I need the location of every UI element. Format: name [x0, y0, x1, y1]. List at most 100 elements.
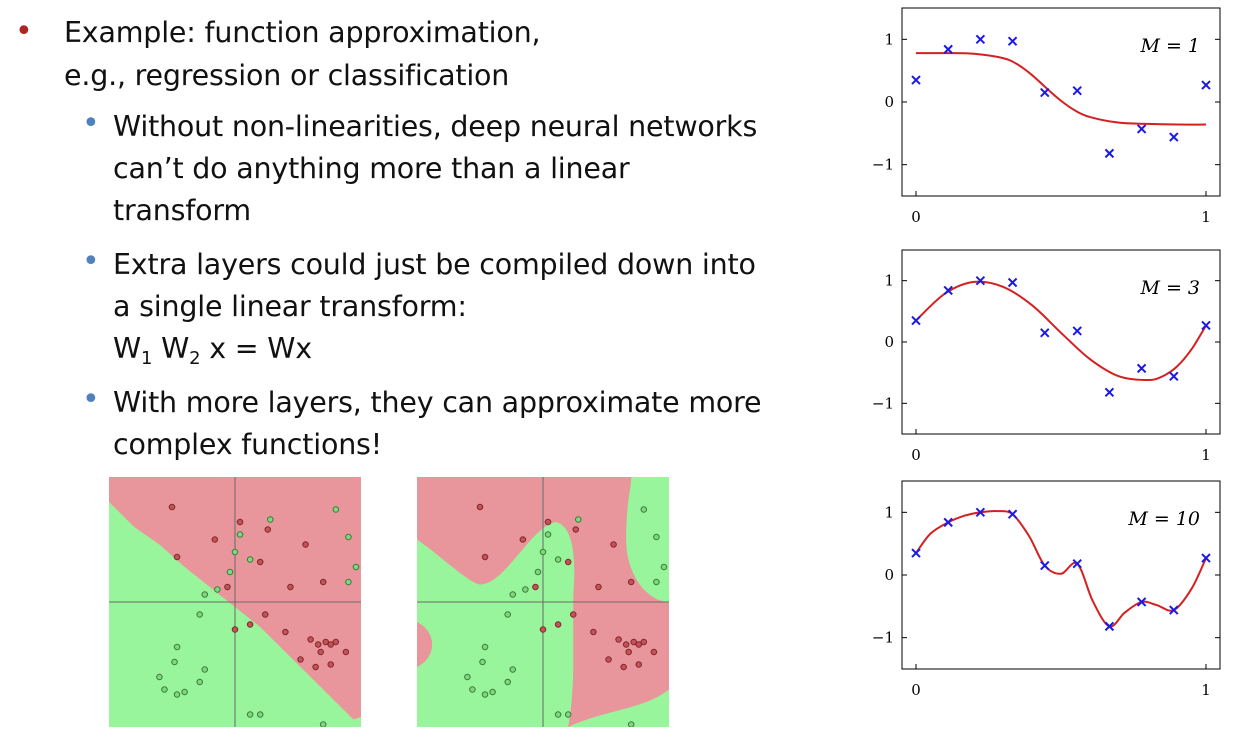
- data-point: [943, 517, 953, 528]
- red-point: [264, 526, 272, 533]
- text-line: Extra layers could just be compiled down…: [113, 248, 756, 281]
- green-point: [201, 591, 209, 598]
- x-tick-label: 1: [1201, 681, 1211, 699]
- data-point: [943, 44, 953, 55]
- green-point: [509, 591, 517, 598]
- text-line: e.g., regression or classification: [64, 59, 510, 92]
- green-point: [653, 578, 660, 586]
- x-tick-label: 0: [911, 681, 921, 699]
- red-point: [519, 536, 527, 543]
- green-point: [352, 563, 360, 571]
- data-point: [1169, 132, 1179, 142]
- data-point: [1104, 148, 1115, 159]
- red-point: [231, 626, 239, 633]
- red-point: [297, 656, 304, 663]
- green-point: [226, 568, 234, 576]
- green-point: [544, 531, 552, 538]
- green-point: [489, 688, 496, 696]
- red-point: [342, 648, 350, 656]
- green-point: [267, 516, 274, 523]
- main-bullet-text: Example: function approximation, e.g., r…: [64, 11, 541, 97]
- y-tick-label: −1: [872, 156, 894, 174]
- sub-bullet-text-1: Without non-linearities, deep neural net…: [113, 106, 757, 232]
- formula: W1 W2 x = Wx: [113, 328, 756, 370]
- green-point: [660, 563, 668, 571]
- red-point: [287, 583, 294, 591]
- green-point: [256, 711, 264, 718]
- green-point: [522, 586, 529, 593]
- y-tick-label: −1: [872, 629, 894, 647]
- formula-sub2: 2: [189, 348, 201, 369]
- red-point: [317, 648, 324, 656]
- y-tick-label: 1: [884, 30, 894, 48]
- data-point: [943, 285, 953, 296]
- red-point: [476, 503, 484, 511]
- red-point: [569, 611, 577, 618]
- green-point: [564, 711, 572, 718]
- data-point: [1072, 326, 1082, 336]
- y-tick-label: 0: [884, 93, 894, 111]
- red-point: [327, 661, 335, 668]
- red-point: [236, 518, 244, 526]
- green-point: [345, 533, 352, 541]
- green-point: [481, 691, 489, 698]
- red-point: [261, 611, 269, 618]
- text-line: transform: [113, 194, 251, 227]
- text-line: a single linear transform:: [113, 290, 467, 323]
- data-point: [911, 548, 921, 558]
- green-point: [504, 611, 511, 618]
- formula-w2: W: [161, 332, 190, 365]
- green-point: [181, 688, 188, 696]
- data-point: [1136, 597, 1147, 607]
- x-tick-label: 0: [911, 446, 921, 464]
- red-point: [246, 621, 254, 628]
- model-order-label: M = 1: [1139, 35, 1200, 57]
- green-point: [236, 531, 244, 538]
- text-line: With more layers, they can approximate m…: [113, 386, 762, 419]
- x-tick-label: 1: [1201, 446, 1211, 464]
- green-point: [156, 673, 163, 681]
- sub-bullet-text-3: With more layers, they can approximate m…: [113, 382, 762, 466]
- red-point: [173, 553, 181, 561]
- green-point: [504, 678, 511, 686]
- text-line: can’t do anything more than a linear: [113, 152, 630, 185]
- model-order-label: M = 10: [1127, 508, 1200, 530]
- green-point: [534, 568, 542, 576]
- red-point: [564, 558, 572, 566]
- formula-rest: x = Wx: [209, 332, 312, 365]
- red-point: [630, 638, 637, 646]
- red-point: [627, 578, 635, 586]
- data-point: [1007, 36, 1018, 46]
- green-point: [479, 658, 486, 666]
- red-point: [302, 541, 309, 548]
- red-point: [572, 526, 580, 533]
- green-point: [640, 506, 648, 513]
- red-point: [615, 636, 622, 643]
- red-point: [622, 641, 630, 648]
- sub-bullet-text-2: Extra layers could just be compiled down…: [113, 244, 756, 370]
- green-point: [481, 643, 489, 651]
- red-points: [168, 503, 350, 671]
- green-point: [575, 516, 582, 523]
- red-point: [314, 641, 322, 648]
- red-point: [635, 661, 643, 668]
- green-point: [214, 586, 221, 593]
- red-point: [319, 578, 327, 586]
- y-tick-label: 0: [884, 566, 894, 584]
- sub-bullet-icon: •: [82, 244, 100, 279]
- green-point: [171, 658, 178, 666]
- data-point: [1136, 124, 1147, 134]
- red-point: [625, 648, 632, 656]
- model-order-label: M = 3: [1139, 277, 1200, 299]
- data-point: [1040, 328, 1050, 338]
- fit-plot-m3: 1 0 −1 0 1 M = 3: [872, 249, 1221, 464]
- data-point: [1040, 87, 1050, 98]
- data-point: [975, 507, 986, 518]
- green-point: [173, 691, 181, 698]
- formula-w1: W: [113, 332, 141, 365]
- red-point: [610, 541, 617, 548]
- green-point: [231, 548, 239, 556]
- data-point: [1136, 363, 1147, 374]
- x-tick-label: 0: [911, 208, 921, 226]
- data-point: [1201, 320, 1211, 331]
